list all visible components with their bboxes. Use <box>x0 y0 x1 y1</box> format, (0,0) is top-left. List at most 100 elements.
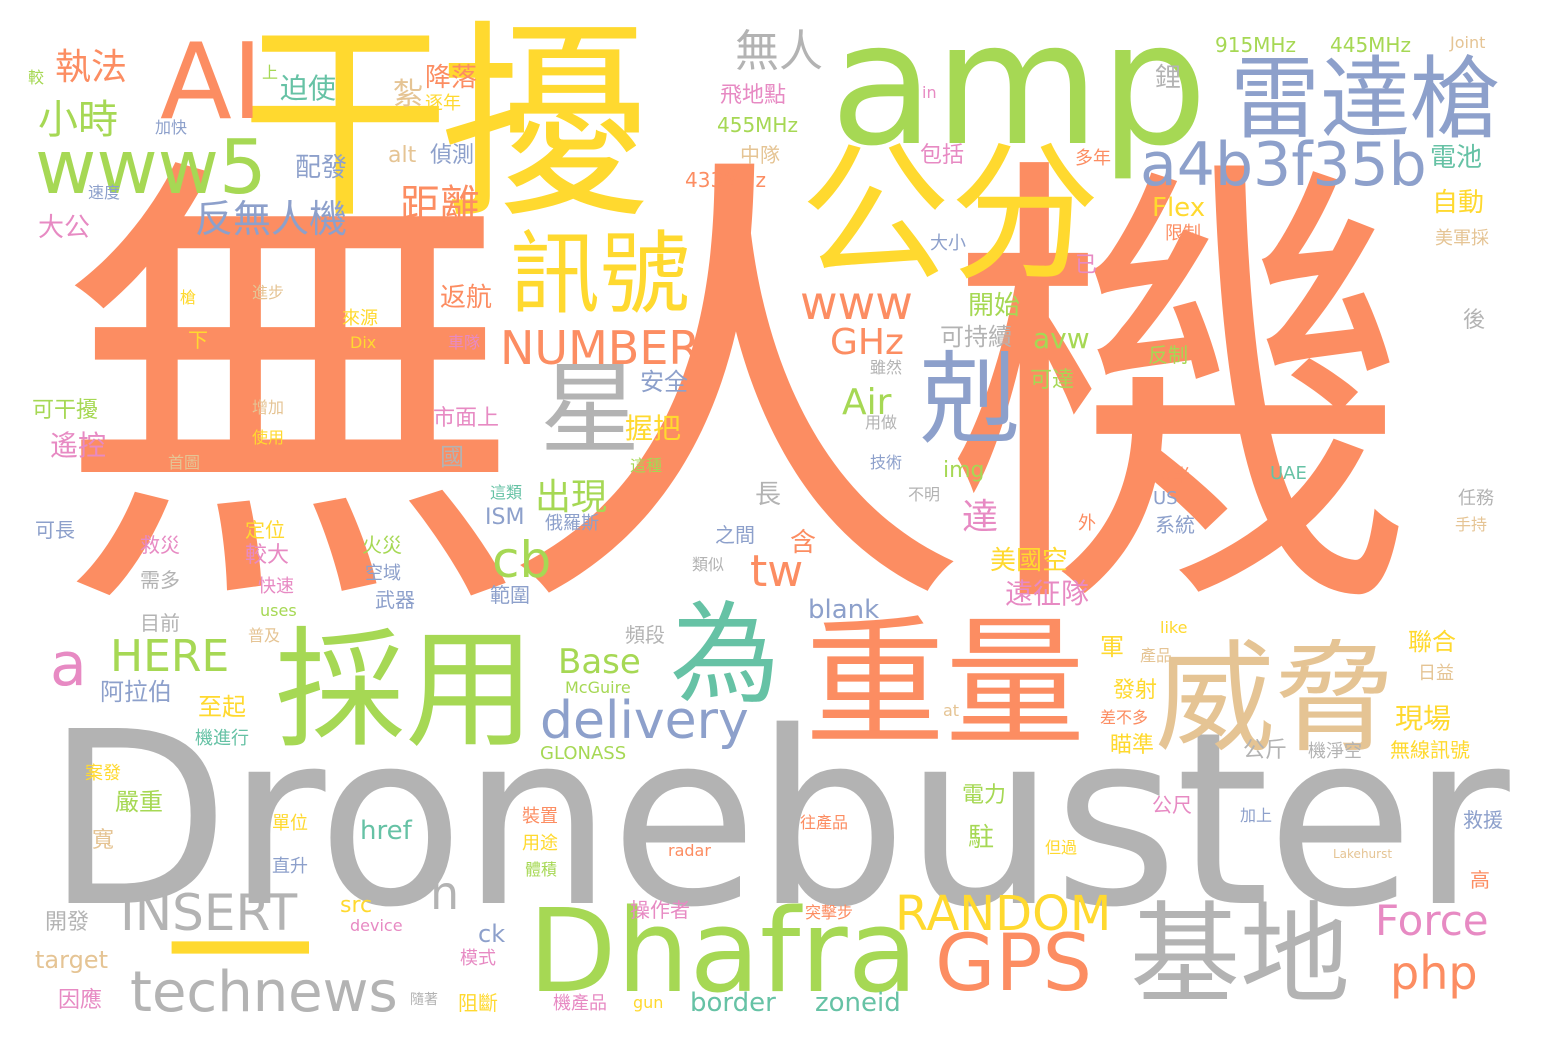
word: 手持 <box>1455 517 1487 533</box>
word: 握把 <box>625 415 681 443</box>
word: 執法 <box>55 50 127 86</box>
word: 433MHz <box>685 170 766 190</box>
word: 寬 <box>92 830 114 852</box>
word: 迫使 <box>280 75 336 103</box>
word: 公尺 <box>1152 795 1192 815</box>
word: delivery <box>540 695 749 747</box>
word: Base <box>558 645 641 679</box>
word: in <box>922 85 937 101</box>
word: ISM <box>485 507 524 529</box>
word: 美國空 <box>990 548 1068 574</box>
word: 隨著 <box>410 993 438 1007</box>
word: 發射 <box>1113 680 1157 702</box>
word: 阻斷 <box>458 993 498 1013</box>
word: border <box>690 990 776 1016</box>
word: 可持續 <box>940 325 1012 349</box>
word: 突擊步 <box>805 905 853 921</box>
word: 可長 <box>35 520 75 540</box>
word: 偵測 <box>430 145 474 167</box>
word: img <box>943 460 985 482</box>
word: gun <box>633 995 663 1011</box>
word: 差不多 <box>1100 710 1148 726</box>
word: target <box>35 948 108 972</box>
word: 可達 <box>1030 370 1074 392</box>
word: 較 <box>28 70 44 86</box>
word: 遠征隊 <box>1005 580 1089 608</box>
word: 大公 <box>38 215 90 241</box>
word: 電力 <box>962 785 1006 807</box>
word: a <box>50 635 87 695</box>
word: Joint <box>1450 35 1485 51</box>
word: 嚴重 <box>115 790 163 814</box>
word: 駐 <box>968 825 994 851</box>
word: at <box>943 703 959 719</box>
word: 使用 <box>252 430 284 446</box>
word: 反無人機 <box>195 200 347 238</box>
word: 武器 <box>375 590 415 610</box>
word: 小時 <box>38 100 118 140</box>
word: 包括 <box>920 145 964 167</box>
word: 455MHz <box>717 115 798 135</box>
word: NUMBER <box>500 325 700 371</box>
word: 直升 <box>272 858 308 876</box>
word: 剋 <box>920 350 1020 450</box>
word: GLONASS <box>540 745 626 763</box>
word: 用做 <box>865 415 897 431</box>
word: Dix <box>350 335 376 351</box>
word: radar <box>668 843 711 859</box>
word: 飛地點 <box>720 85 786 107</box>
word: 高 <box>1470 870 1490 890</box>
word: zoneid <box>815 990 901 1016</box>
word: 已 <box>1075 255 1097 277</box>
word: 瞄準 <box>1110 735 1154 757</box>
word: 單位 <box>272 815 308 833</box>
word: 軍 <box>1100 635 1124 659</box>
word: 不明 <box>908 487 940 503</box>
word: a4b3f35b <box>1140 135 1427 195</box>
word: 聯合 <box>1408 630 1456 654</box>
word: 頻段 <box>625 625 665 645</box>
word: 車隊 <box>448 335 480 351</box>
word: 首圖 <box>168 455 200 471</box>
word: 產品 <box>1140 648 1172 664</box>
word: 開發 <box>45 912 89 934</box>
word: 現場 <box>1395 705 1451 733</box>
word: 上 <box>262 65 278 81</box>
word: 範圍 <box>490 585 530 605</box>
word: 槍 <box>180 290 196 306</box>
word: 需多 <box>140 570 180 590</box>
word: 無線訊號 <box>1390 740 1470 760</box>
word: 後 <box>1463 310 1485 332</box>
word: n <box>430 870 459 916</box>
word: 電池 <box>1430 145 1482 171</box>
word: 915MHz <box>1215 35 1296 55</box>
word: 自動 <box>1432 190 1484 216</box>
word: 系統 <box>1155 515 1195 535</box>
word: 公斤 <box>1243 740 1287 762</box>
word: 長 <box>755 482 781 508</box>
word: 雖然 <box>870 360 902 376</box>
word: 裝置 <box>522 808 558 826</box>
word: Flex <box>1152 195 1205 221</box>
word: 目前 <box>140 613 180 633</box>
word: 加上 <box>1240 808 1272 824</box>
word: 含 <box>790 530 816 556</box>
word: 至起 <box>198 695 246 719</box>
word: device <box>350 918 403 934</box>
word: 體積 <box>525 862 557 878</box>
word: www <box>800 280 913 326</box>
word: 加快 <box>155 120 187 136</box>
word: Lakehurst <box>1333 848 1392 860</box>
word: 達 <box>962 500 998 536</box>
word: like <box>1160 620 1187 636</box>
word: 救災 <box>140 535 180 555</box>
word: 定位 <box>245 520 285 540</box>
word: INSERT <box>120 888 297 938</box>
word: technews <box>130 965 398 1021</box>
word: 任務 <box>1458 490 1494 508</box>
word: 訊號 <box>510 230 690 320</box>
word: 因應 <box>58 990 102 1012</box>
word: 用途 <box>522 835 558 853</box>
word: 安全 <box>640 370 688 394</box>
word: 市面上 <box>433 408 499 430</box>
